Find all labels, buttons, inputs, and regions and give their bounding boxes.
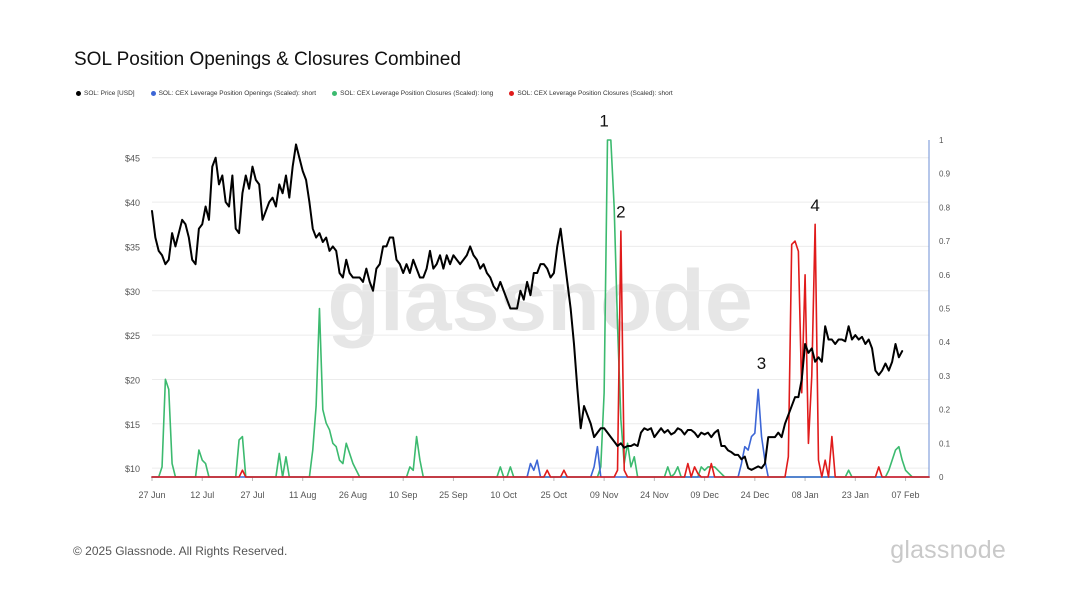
chart-legend: SOL: Price [USD] SOL: CEX Leverage Posit… xyxy=(76,90,673,97)
y-right-tick-label: 0.9 xyxy=(939,170,951,179)
y-left-tick-label: $10 xyxy=(125,464,140,474)
x-tick-label: 12 Jul xyxy=(190,490,214,500)
legend-item-closures-short[interactable]: SOL: CEX Leverage Position Closures (Sca… xyxy=(509,90,673,97)
annotation-label: 3 xyxy=(757,354,766,373)
x-tick-label: 24 Dec xyxy=(741,490,770,500)
legend-item-closures-long[interactable]: SOL: CEX Leverage Position Closures (Sca… xyxy=(332,90,493,97)
y-right-tick-label: 0.1 xyxy=(939,439,951,448)
series-line-2 xyxy=(151,139,930,478)
legend-label-closures-long: SOL: CEX Leverage Position Closures (Sca… xyxy=(340,90,494,97)
grid-lines xyxy=(152,157,929,469)
series-line-0 xyxy=(151,143,904,471)
x-tick-label: 10 Sep xyxy=(389,490,418,500)
legend-marker-closures-short xyxy=(509,91,515,96)
annotations: 1 2 3 4 xyxy=(599,112,819,374)
legend-label-price: SOL: Price [USD] xyxy=(84,90,135,97)
watermark-text: glassnode xyxy=(327,253,752,349)
y-left-tick-label: $25 xyxy=(125,331,140,341)
y-right-tick-label: 0.7 xyxy=(939,237,951,246)
y-right-tick-label: 0.5 xyxy=(939,305,951,314)
legend-marker-price xyxy=(76,91,81,96)
annotation-label: 2 xyxy=(616,203,625,222)
y-right-tick-label: 0.4 xyxy=(939,338,951,347)
y-right-tick-label: 0.2 xyxy=(939,406,951,415)
x-tick-label: 08 Jan xyxy=(792,490,819,500)
y-left-tick-label: $45 xyxy=(125,154,140,164)
x-tick-label: 25 Oct xyxy=(541,490,568,500)
x-tick-label: 26 Aug xyxy=(339,490,367,500)
x-tick-label: 27 Jul xyxy=(240,490,264,500)
x-tick-label: 25 Sep xyxy=(439,490,468,500)
chart-title: SOL Position Openings & Closures Combine… xyxy=(74,49,461,70)
legend-marker-openings-short xyxy=(150,91,156,96)
y-left-tick-label: $30 xyxy=(125,287,140,297)
x-tick-label: 24 Nov xyxy=(640,490,669,500)
x-tick-label: 11 Aug xyxy=(289,490,316,500)
y-left-tick-label: $40 xyxy=(125,198,140,208)
y-left-tick-label: $15 xyxy=(125,420,140,430)
y-left-tick-label: $20 xyxy=(125,375,140,385)
series-line-1 xyxy=(151,388,930,478)
y-right-tick-label: 0.6 xyxy=(939,271,951,280)
x-tick-label: 07 Feb xyxy=(892,490,920,500)
legend-marker-closures-long xyxy=(332,91,338,96)
y-right-tick-label: 0 xyxy=(939,473,944,482)
y-right-tick-label: 1 xyxy=(939,136,944,145)
legend-item-price[interactable]: SOL: Price [USD] xyxy=(76,90,135,97)
annotation-label: 4 xyxy=(810,196,819,215)
x-tick-label: 10 Oct xyxy=(490,490,517,500)
copyright-text: © 2025 Glassnode. All Rights Reserved. xyxy=(73,544,288,558)
x-tick-label: 27 Jun xyxy=(138,490,165,500)
x-tick-label: 09 Dec xyxy=(690,490,719,500)
brand-logo: glassnode xyxy=(890,536,1006,564)
y-right-tick-label: 0.8 xyxy=(939,203,951,212)
x-tick-label: 23 Jan xyxy=(842,490,869,500)
series-lines xyxy=(151,139,930,478)
legend-label-openings-short: SOL: CEX Leverage Position Openings (Sca… xyxy=(158,90,317,97)
x-tick-label: 09 Nov xyxy=(590,490,619,500)
y-left-tick-label: $35 xyxy=(125,242,140,252)
annotation-label: 1 xyxy=(599,112,608,131)
series-line-3 xyxy=(151,223,930,478)
legend-item-openings-short[interactable]: SOL: CEX Leverage Position Openings (Sca… xyxy=(150,90,317,97)
legend-label-closures-short: SOL: CEX Leverage Position Closures (Sca… xyxy=(517,90,673,97)
y-right-tick-label: 0.3 xyxy=(939,372,951,381)
